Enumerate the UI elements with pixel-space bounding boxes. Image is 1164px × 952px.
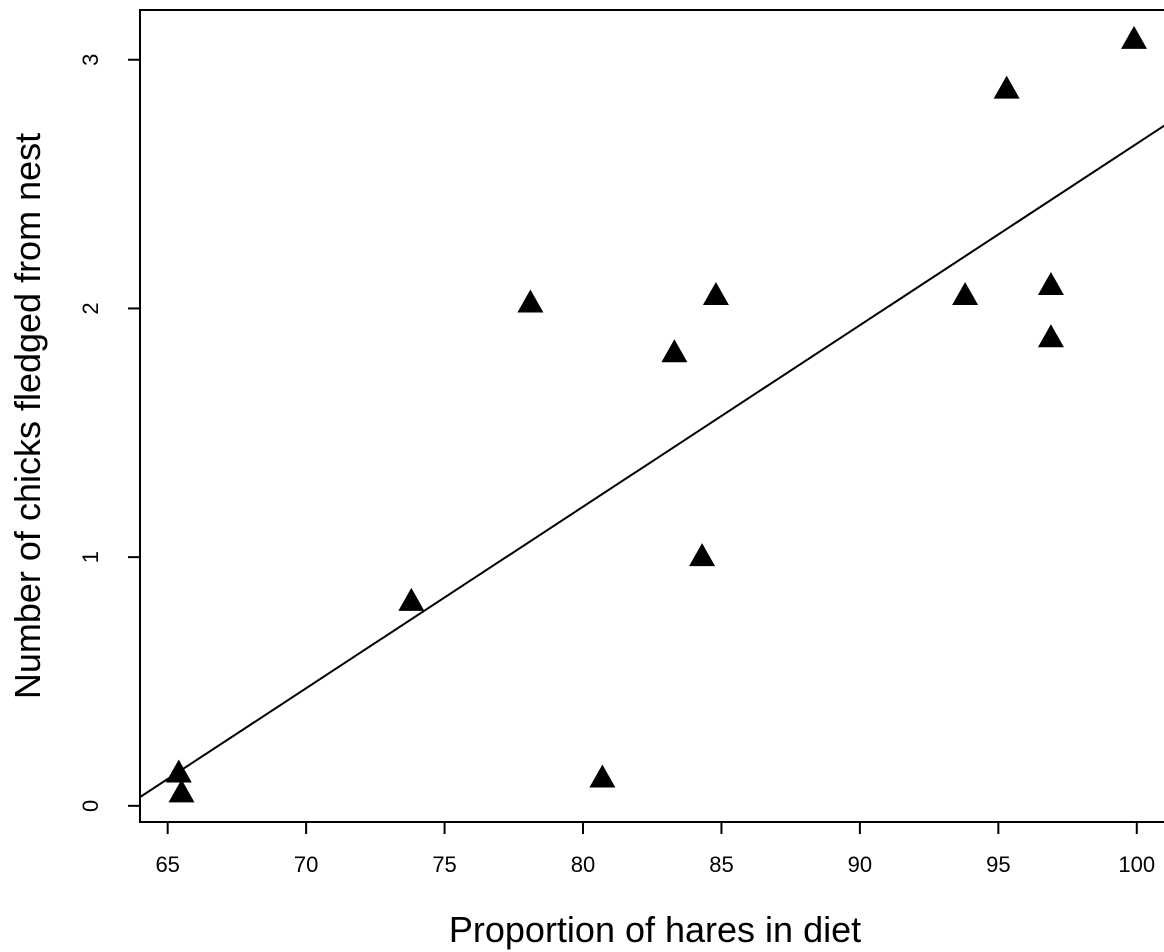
x-tick-label: 75: [432, 852, 456, 877]
x-axis: 65 70 75 80 85 90 95 100: [155, 822, 1155, 877]
data-point-triangle: [661, 339, 688, 363]
data-point-triangle: [517, 289, 544, 313]
data-point-triangle: [689, 543, 716, 567]
data-point-triangle: [952, 282, 979, 306]
x-tick-label: 80: [571, 852, 595, 877]
data-point-triangle: [168, 779, 195, 803]
data-point-triangle: [1121, 25, 1148, 49]
y-tick-label: 1: [78, 551, 103, 563]
y-axis: 0 1 2 3: [78, 54, 140, 812]
x-tick-label: 85: [709, 852, 733, 877]
data-point-triangle: [589, 764, 616, 788]
x-tick-label: 70: [294, 852, 318, 877]
plot-frame: [139, 9, 1164, 823]
data-point-triangle: [993, 75, 1020, 99]
data-point-triangle: [1037, 324, 1064, 348]
y-tick-label: 2: [78, 302, 103, 314]
data-point-triangle: [1037, 272, 1064, 296]
data-points: [165, 25, 1148, 803]
y-tick-label: 0: [78, 800, 103, 812]
x-tick-label: 100: [1118, 852, 1155, 877]
y-axis-title: Number of chicks fledged from nest: [7, 133, 48, 699]
x-tick-label: 65: [155, 852, 179, 877]
x-axis-title: Proportion of hares in diet: [449, 909, 861, 950]
data-point-triangle: [702, 282, 729, 306]
y-tick-label: 3: [78, 54, 103, 66]
x-tick-label: 95: [986, 852, 1010, 877]
x-tick-label: 90: [848, 852, 872, 877]
data-point-triangle: [398, 587, 425, 611]
data-point-triangle: [165, 759, 192, 783]
regression-line: [139, 124, 1164, 798]
